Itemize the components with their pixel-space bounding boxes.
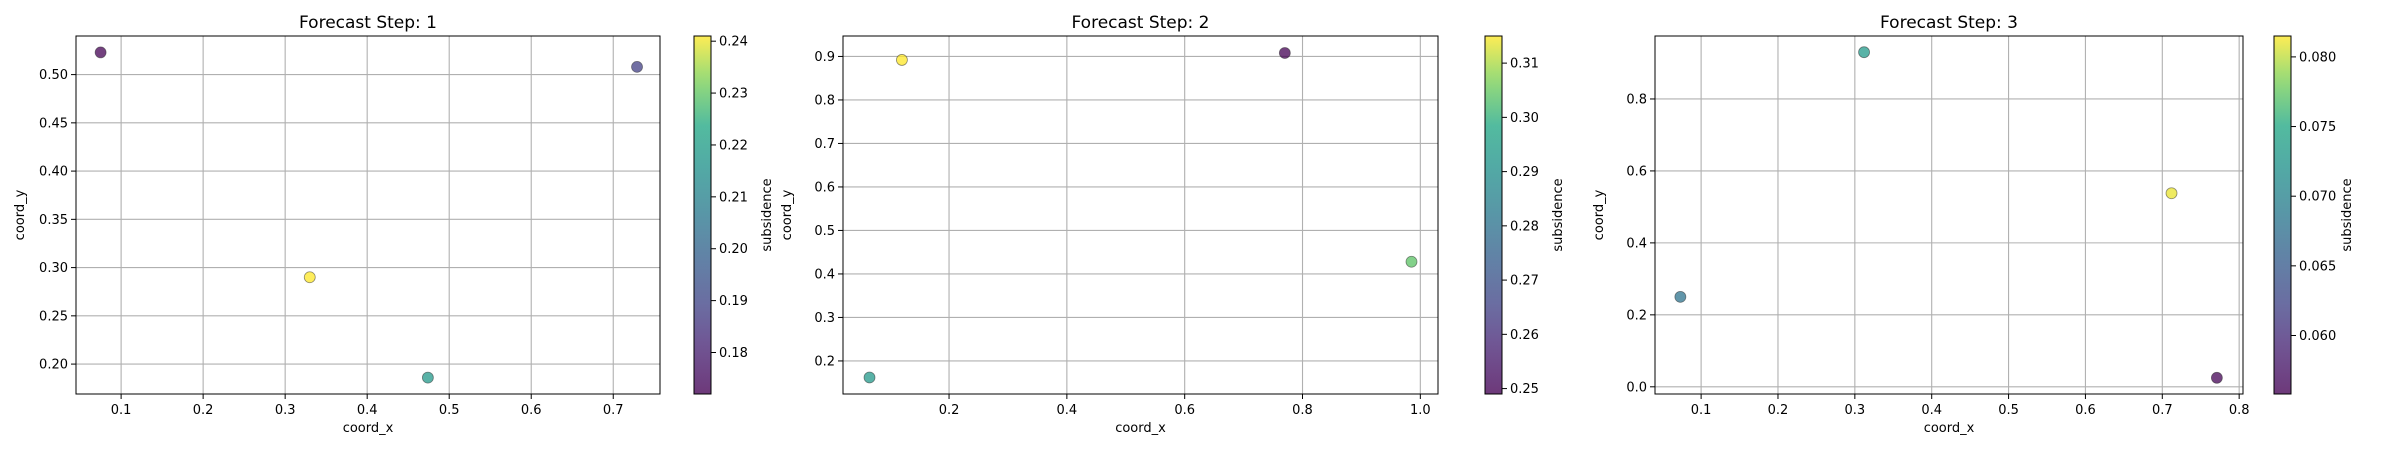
colorbar-tick-label: 0.065 bbox=[2299, 259, 2336, 274]
colorbar-tick-label: 0.29 bbox=[1510, 165, 1539, 180]
plot-frame bbox=[1654, 35, 2244, 395]
plot-frame bbox=[75, 35, 661, 395]
chart-title: Forecast Step: 1 bbox=[299, 13, 437, 33]
y-tick-label: 0.30 bbox=[39, 261, 68, 276]
chart-panel-3: Forecast Step: 3 0.1 0.2 0.3 0.4 0.5 0.6 0.7 0.8… bbox=[1592, 13, 2355, 436]
colorbar-frame bbox=[693, 35, 712, 395]
y-tick-label: 0.40 bbox=[39, 165, 68, 180]
y-axis-label: coord_y bbox=[1592, 189, 1607, 240]
x-tick-label: 0.5 bbox=[1998, 403, 2019, 418]
colorbar-tick-label: 0.28 bbox=[1510, 219, 1539, 234]
data-point bbox=[1278, 47, 1291, 59]
data-point bbox=[2165, 187, 2178, 200]
chart-title: Forecast Step: 2 bbox=[1072, 13, 1210, 33]
colorbar-gradient bbox=[1485, 36, 1502, 394]
colorbar-tick-label: 0.19 bbox=[719, 294, 748, 309]
chart-panel-2: Forecast Step: 2 0.2 0.4 0.6 0.8 1.0 0.2 0.3 0.4… bbox=[780, 13, 1566, 436]
colorbar-tick-label: 0.21 bbox=[719, 190, 748, 205]
y-tick-label: 0.5 bbox=[814, 224, 835, 239]
data-point bbox=[2210, 371, 2223, 384]
x-tick-label: 0.4 bbox=[1057, 403, 1078, 418]
colorbar-gradient bbox=[2274, 36, 2291, 394]
x-tick-label: 0.6 bbox=[521, 403, 542, 418]
y-tick-label: 0.2 bbox=[814, 354, 835, 369]
y-tick-label: 0.8 bbox=[814, 93, 835, 108]
data-point bbox=[1858, 46, 1870, 59]
y-tick-label: 0.20 bbox=[39, 358, 68, 373]
colorbar: 0.25 0.26 0.27 0.28 0.29 0.30 0.31 subsidence bbox=[1484, 35, 1566, 397]
data-point bbox=[1674, 290, 1687, 303]
x-axis-label: coord_x bbox=[343, 421, 394, 436]
x-tick-label: 0.5 bbox=[439, 403, 460, 418]
x-tick-label: 0.2 bbox=[193, 403, 214, 418]
x-tick-label: 0.2 bbox=[939, 403, 960, 418]
y-tick-label: 0.35 bbox=[39, 213, 68, 228]
y-tick-label: 0.8 bbox=[1626, 92, 1647, 107]
colorbar-tick-label: 0.060 bbox=[2299, 329, 2336, 344]
x-tick-label: 0.1 bbox=[1691, 403, 1712, 418]
plot-frame bbox=[842, 35, 1439, 395]
data-point bbox=[303, 271, 316, 284]
colorbar-tick-label: 0.31 bbox=[1510, 57, 1539, 72]
x-tick-label: 0.6 bbox=[2075, 403, 2096, 418]
colorbar-label: subsidence bbox=[1551, 178, 1566, 251]
colorbar-label: subsidence bbox=[2340, 178, 2355, 251]
colorbar-frame bbox=[2273, 35, 2292, 395]
colorbar: 0.060 0.065 0.070 0.075 0.080 subsidence bbox=[2273, 35, 2355, 395]
colorbar-tick-label: 0.24 bbox=[719, 35, 748, 50]
x-tick-label: 0.6 bbox=[1174, 403, 1195, 418]
y-tick-label: 0.2 bbox=[1626, 308, 1647, 323]
colorbar-frame bbox=[1484, 35, 1503, 395]
data-point bbox=[631, 60, 643, 73]
colorbar-label: subsidence bbox=[760, 178, 775, 251]
y-tick-label: 0.6 bbox=[1626, 164, 1647, 179]
colorbar-tick-label: 0.23 bbox=[719, 87, 748, 102]
y-tick-label: 0.25 bbox=[39, 309, 68, 324]
y-tick-label: 0.6 bbox=[814, 180, 835, 195]
data-point bbox=[421, 371, 434, 384]
y-tick-label: 0.0 bbox=[1626, 380, 1647, 395]
y-tick-label: 0.4 bbox=[1626, 236, 1647, 251]
colorbar-tick-label: 0.25 bbox=[1510, 382, 1539, 397]
y-tick-label: 0.4 bbox=[814, 267, 835, 282]
colorbar-tick-label: 0.080 bbox=[2299, 50, 2336, 65]
colorbar-tick-label: 0.26 bbox=[1510, 328, 1539, 343]
y-tick-label: 0.45 bbox=[39, 116, 68, 131]
y-axis-label: coord_y bbox=[780, 189, 795, 240]
chart-panel-1: Forecast Step: 1 0.1 0.2 0.3 0.4 0.5 0.6 0.7 0.2… bbox=[13, 13, 775, 436]
x-tick-label: 0.3 bbox=[1844, 403, 1865, 418]
x-axis-label: coord_x bbox=[1115, 421, 1166, 436]
colorbar-tick-label: 0.18 bbox=[719, 346, 748, 361]
x-axis-label: coord_x bbox=[1924, 421, 1975, 436]
colorbar-tick-label: 0.070 bbox=[2299, 190, 2336, 205]
data-point bbox=[863, 371, 876, 384]
x-tick-label: 0.7 bbox=[603, 403, 624, 418]
x-tick-label: 0.4 bbox=[357, 403, 378, 418]
x-tick-label: 0.7 bbox=[2152, 403, 2173, 418]
colorbar-tick-label: 0.27 bbox=[1510, 274, 1539, 289]
data-point bbox=[1405, 255, 1418, 268]
x-tick-label: 0.8 bbox=[1292, 403, 1313, 418]
colorbar-gradient bbox=[694, 36, 711, 394]
y-tick-label: 0.7 bbox=[814, 137, 835, 152]
x-tick-label: 0.2 bbox=[1768, 403, 1789, 418]
chart-title: Forecast Step: 3 bbox=[1880, 13, 2018, 33]
data-point bbox=[94, 46, 107, 59]
colorbar: 0.18 0.19 0.20 0.21 0.22 0.23 0.24 subsidence bbox=[693, 35, 775, 395]
x-tick-label: 1.0 bbox=[1410, 403, 1431, 418]
colorbar-tick-label: 0.30 bbox=[1510, 111, 1539, 126]
x-tick-label: 0.4 bbox=[1921, 403, 1942, 418]
data-point bbox=[896, 54, 908, 66]
x-tick-label: 0.8 bbox=[2229, 403, 2250, 418]
colorbar-tick-label: 0.20 bbox=[719, 242, 748, 257]
colorbar-tick-label: 0.22 bbox=[719, 138, 748, 153]
x-tick-label: 0.3 bbox=[275, 403, 296, 418]
y-tick-label: 0.9 bbox=[814, 50, 835, 65]
y-axis-label: coord_y bbox=[13, 189, 28, 240]
x-tick-label: 0.1 bbox=[111, 403, 132, 418]
y-tick-label: 0.50 bbox=[39, 68, 68, 83]
colorbar-tick-label: 0.075 bbox=[2299, 120, 2336, 135]
y-tick-label: 0.3 bbox=[814, 311, 835, 326]
